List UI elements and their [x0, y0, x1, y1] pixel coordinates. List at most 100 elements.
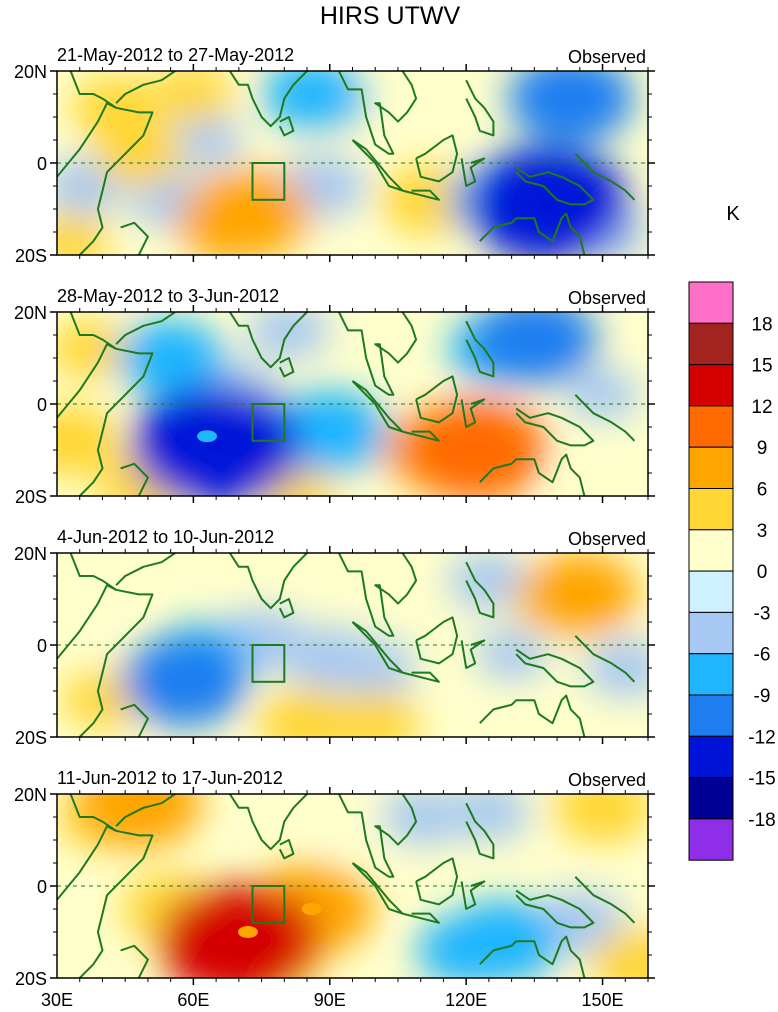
- coastline: [351, 139, 403, 192]
- x-tick-label: 30E: [41, 990, 73, 1010]
- colorbar-swatch: [688, 653, 734, 696]
- y-tick-label: 20N: [14, 785, 47, 805]
- map-panels: 20N 0 20S 21-May-2012 to 27-May-2012 Observe…: [14, 45, 655, 989]
- coastline: [465, 79, 495, 137]
- coastline: [574, 635, 636, 683]
- anomaly-core: [569, 588, 590, 601]
- anomaly-core: [237, 926, 258, 938]
- map-panel: 20N 0 20S 11-Jun-2012 to 17-Jun-2012 Observe…: [14, 768, 655, 989]
- coastline: [207, 553, 308, 610]
- colorbar-swatch: [688, 364, 734, 407]
- anomaly-core: [174, 675, 195, 688]
- y-tick-label: 20S: [15, 969, 47, 989]
- x-tick-label: 120E: [445, 990, 487, 1010]
- coastline: [415, 134, 459, 183]
- x-tick-label: 90E: [314, 990, 346, 1010]
- panel-observed-label: Observed: [568, 288, 646, 308]
- colorbar-level-label: -6: [754, 645, 771, 666]
- colorbar-level-label: 0: [757, 562, 768, 583]
- anomaly-core: [128, 797, 149, 810]
- coastline: [574, 394, 636, 442]
- colorbar-swatch: [688, 281, 734, 324]
- panel-period-label: 21-May-2012 to 27-May-2012: [57, 45, 294, 65]
- coastline: [460, 639, 486, 669]
- coastline: [574, 876, 636, 924]
- anomaly-core: [524, 333, 545, 346]
- coastline: [69, 794, 117, 832]
- coastline: [460, 157, 486, 187]
- coastline: [515, 889, 595, 929]
- coastline: [415, 857, 459, 906]
- y-tick-label: 20N: [14, 62, 47, 82]
- coastline: [115, 312, 176, 345]
- study-region-box: [251, 403, 286, 442]
- coastlines: [57, 312, 636, 496]
- coastline: [278, 357, 295, 378]
- panel-period-label: 11-Jun-2012 to 17-Jun-2012: [57, 768, 283, 788]
- anomaly-blob: [57, 320, 130, 378]
- study-region-box: [251, 885, 286, 924]
- anomaly-field: [57, 553, 648, 737]
- colorbar-swatch: [688, 405, 734, 448]
- study-region-box: [251, 644, 286, 683]
- y-tick-label: 0: [37, 154, 47, 174]
- coastline: [515, 166, 595, 206]
- anomaly-core: [237, 207, 258, 220]
- colorbar-level-label: -18: [748, 810, 775, 831]
- coastline: [115, 553, 176, 586]
- coastline: [115, 71, 176, 104]
- colorbar-level-label: -15: [748, 769, 775, 790]
- coastline: [574, 153, 636, 201]
- anomaly-core: [560, 92, 581, 105]
- coastlines: [57, 794, 636, 978]
- coastline: [115, 794, 176, 827]
- coastline: [479, 694, 586, 737]
- coastline: [69, 71, 117, 109]
- anomaly-core: [206, 439, 227, 452]
- y-tick-label: 20S: [15, 246, 47, 266]
- coastline: [120, 944, 149, 978]
- coastline: [402, 912, 440, 924]
- coastline: [351, 621, 403, 674]
- colorbar-swatch: [688, 488, 734, 531]
- anomaly-blob: [171, 114, 243, 166]
- coastline: [479, 935, 586, 978]
- colorbar-level-label: 3: [757, 521, 768, 542]
- map-panel: 20N 0 20S 4-Jun-2012 to 10-Jun-2012 Observed: [14, 527, 655, 748]
- coastline: [57, 825, 154, 978]
- coastline: [337, 312, 418, 396]
- x-axis: 30E 60E 90E 120E 150E: [41, 990, 624, 1010]
- colorbar-level-label: 12: [751, 397, 772, 418]
- anomaly-blob: [262, 71, 361, 130]
- coastline: [351, 380, 403, 433]
- coastline: [402, 671, 440, 683]
- colorbar-swatch: [688, 818, 734, 861]
- coastline: [465, 320, 495, 378]
- anomaly-blob: [380, 164, 480, 235]
- y-tick-label: 20S: [15, 487, 47, 507]
- coastline: [120, 703, 149, 737]
- coastline: [460, 398, 486, 428]
- study-region-box: [251, 162, 286, 201]
- coastline: [337, 794, 418, 878]
- y-tick-label: 20N: [14, 303, 47, 323]
- x-tick-label: 60E: [177, 990, 209, 1010]
- anomaly-blob: [448, 794, 530, 842]
- anomaly-core: [228, 935, 249, 948]
- anomaly-blob: [248, 312, 330, 360]
- anomaly-blob: [553, 456, 625, 496]
- coastline: [57, 102, 154, 255]
- anomaly-field: [57, 71, 648, 255]
- anomaly-core: [465, 444, 486, 456]
- colorbar-swatch: [688, 735, 734, 779]
- colorbar-level-label: -3: [754, 603, 771, 624]
- coastline: [337, 553, 418, 637]
- coastline: [465, 561, 495, 619]
- map-panel: 20N 0 20S 28-May-2012 to 3-Jun-2012 Observed: [14, 286, 655, 507]
- y-tick-label: 20N: [14, 544, 47, 564]
- anomaly-blob: [57, 405, 120, 476]
- colorbar-swatch: [688, 322, 734, 366]
- y-tick-label: 20S: [15, 728, 47, 748]
- anomaly-blob: [76, 794, 202, 848]
